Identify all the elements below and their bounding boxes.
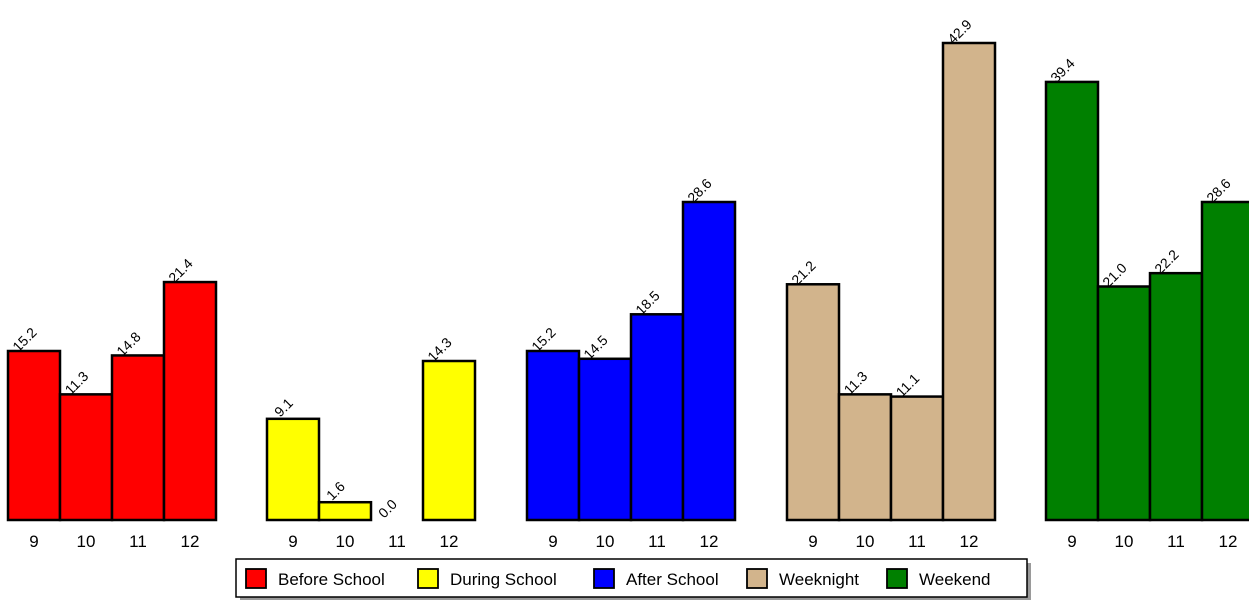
legend-swatch-3: [746, 568, 768, 589]
x-tick-label-4-3: 12: [1219, 532, 1238, 551]
x-tick-label-1-3: 12: [440, 532, 459, 551]
legend-label-4: Weekend: [919, 570, 991, 589]
bar-1-3: [421, 359, 477, 522]
bar-3-0: [785, 283, 841, 522]
x-tick-label-0-3: 12: [181, 532, 200, 551]
legend-label-0: Before School: [278, 570, 385, 589]
legend-swatch-0: [245, 568, 267, 589]
x-tick-label-3-1: 10: [856, 532, 875, 551]
x-tick-label-1-2: 11: [388, 532, 406, 551]
bar-4-3: [1200, 200, 1249, 522]
bar-0-0: [6, 349, 62, 522]
plot-area: 15.2911.31014.81121.4129.191.6100.01114.…: [6, 16, 1249, 551]
bar-2-3: [681, 200, 737, 522]
legend-swatch-1: [417, 568, 439, 589]
bar-1-1: [317, 500, 373, 522]
bar-0-2: [110, 354, 166, 522]
bar-4-2: [1148, 271, 1204, 522]
x-tick-label-2-0: 9: [548, 532, 557, 551]
bar-4-1: [1096, 285, 1152, 522]
legend-label-3: Weeknight: [779, 570, 859, 589]
bar-3-1: [837, 393, 893, 522]
legend-swatch-2: [593, 568, 615, 589]
bar-0-1: [58, 393, 114, 522]
x-tick-label-1-0: 9: [288, 532, 297, 551]
x-tick-label-3-2: 11: [908, 532, 926, 551]
bar-2-0: [525, 349, 581, 522]
bar-0-3: [162, 280, 218, 522]
legend-label-2: After School: [626, 570, 719, 589]
x-tick-label-4-0: 9: [1067, 532, 1076, 551]
x-tick-label-3-3: 12: [960, 532, 979, 551]
x-tick-label-2-2: 11: [648, 532, 666, 551]
x-tick-label-4-2: 11: [1167, 532, 1185, 551]
x-tick-label-3-0: 9: [808, 532, 817, 551]
x-tick-label-4-1: 10: [1115, 532, 1134, 551]
x-tick-label-2-3: 12: [700, 532, 719, 551]
x-tick-label-2-1: 10: [596, 532, 615, 551]
bar-1-0: [265, 417, 321, 522]
x-tick-label-0-2: 11: [129, 532, 147, 551]
bar-2-2: [629, 313, 685, 522]
bar-3-3: [941, 41, 997, 522]
x-tick-label-1-1: 10: [336, 532, 355, 551]
legend-label-1: During School: [450, 570, 557, 589]
data-label-1-2: 0.0: [375, 496, 400, 521]
bar-4-0: [1044, 80, 1100, 522]
x-tick-label-0-0: 9: [29, 532, 38, 551]
x-tick-label-0-1: 10: [77, 532, 96, 551]
data-label-1-0: 9.1: [271, 395, 296, 420]
bar-3-2: [889, 395, 945, 522]
legend: Before School During School After School We…: [235, 558, 1031, 600]
bar-2-1: [577, 357, 633, 522]
legend-swatch-4: [886, 568, 908, 589]
data-label-1-1: 1.6: [323, 478, 348, 503]
